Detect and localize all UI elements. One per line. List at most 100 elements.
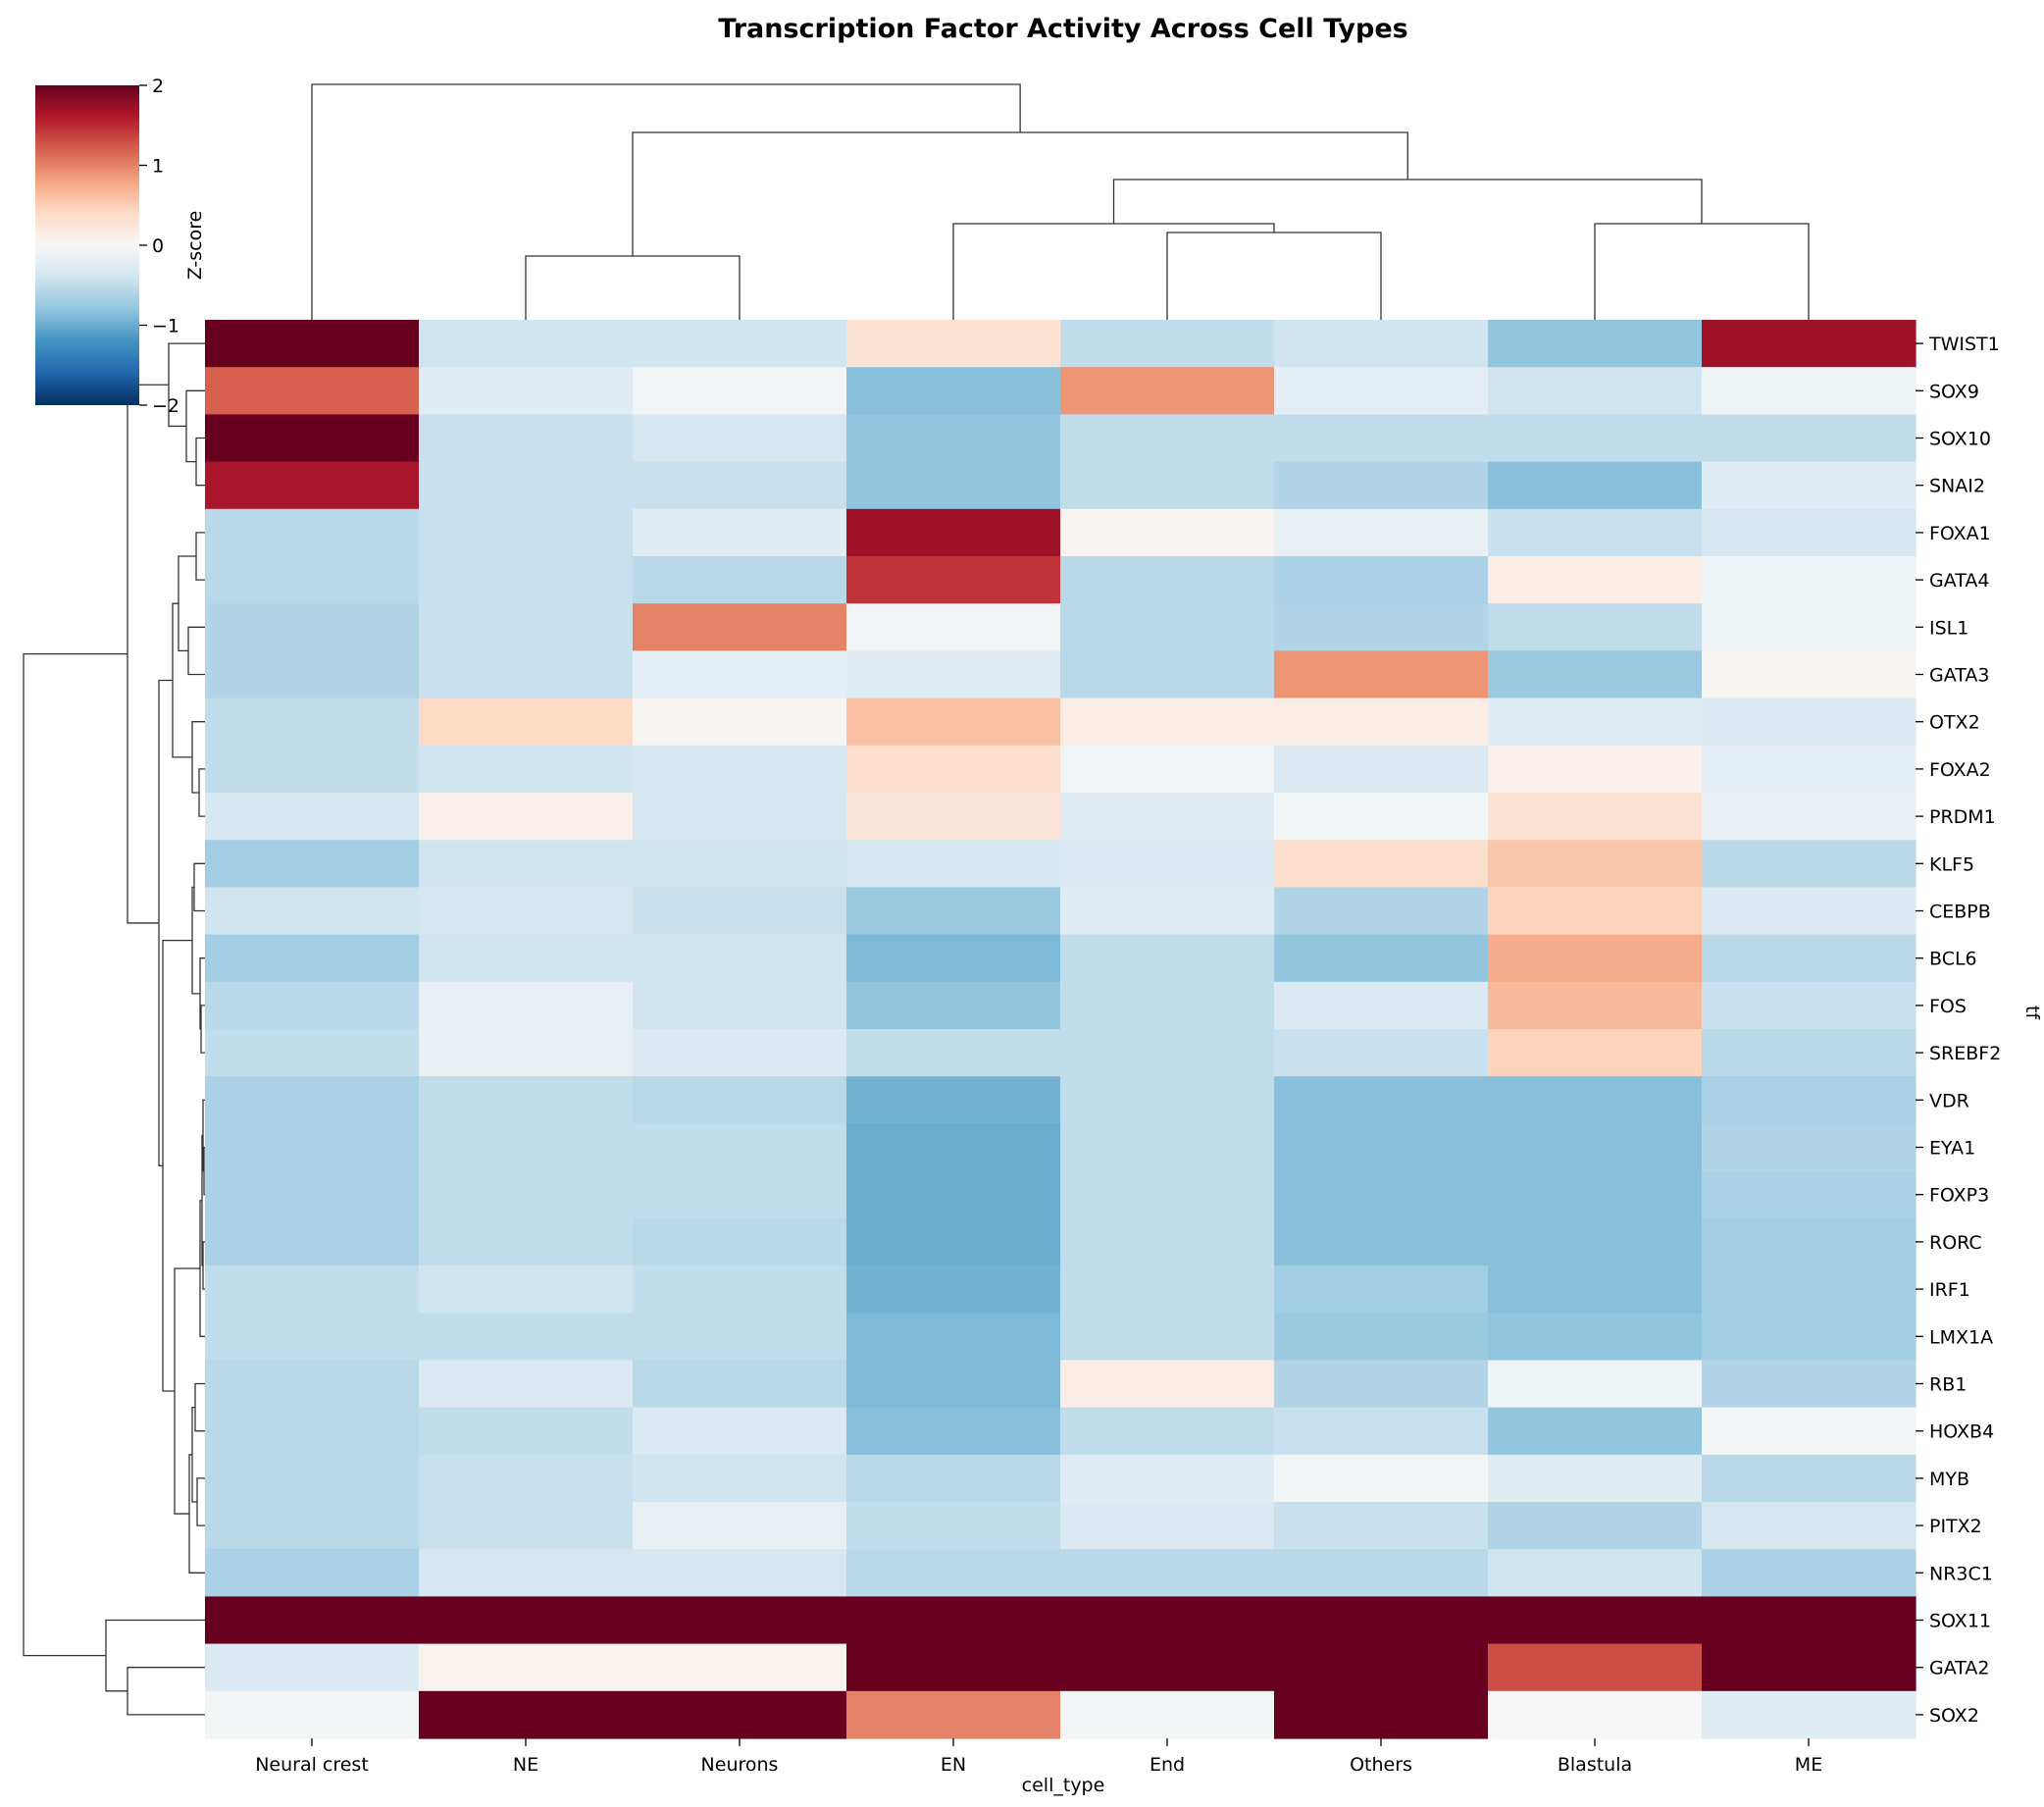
heatmap-cell bbox=[633, 461, 847, 510]
heatmap-cell bbox=[633, 1217, 847, 1266]
heatmap-cell bbox=[1274, 697, 1489, 747]
heatmap-cell bbox=[633, 934, 847, 983]
heatmap-cell bbox=[205, 840, 420, 888]
heatmap-cell bbox=[1488, 650, 1703, 699]
colorbar-tick-label: 2 bbox=[152, 76, 164, 97]
dendrogram-branch bbox=[194, 1382, 205, 1432]
column-label: Others bbox=[1350, 1754, 1412, 1776]
heatmap-cell bbox=[419, 508, 634, 557]
row-label: FOXA1 bbox=[1929, 523, 1991, 544]
row-label: PITX2 bbox=[1929, 1516, 1982, 1537]
heatmap-cell bbox=[1702, 981, 1916, 1030]
heatmap-cell bbox=[846, 697, 1061, 747]
heatmap-cell bbox=[1488, 461, 1703, 510]
heatmap-cell bbox=[846, 887, 1061, 936]
heatmap-cell bbox=[1060, 508, 1275, 557]
colorbar-ticks: 2 1 0 −1 −2 bbox=[139, 76, 179, 417]
colorbar: 2 1 0 −1 −2 Z-score bbox=[35, 76, 206, 417]
heatmap-cell bbox=[1702, 1170, 1916, 1219]
row-label: HOXB4 bbox=[1929, 1421, 1994, 1443]
heatmap-cell bbox=[633, 1690, 847, 1739]
heatmap-cell bbox=[419, 793, 634, 841]
row-label: PRDM1 bbox=[1929, 806, 1996, 828]
heatmap-cell bbox=[1274, 1265, 1489, 1314]
heatmap-cell bbox=[633, 840, 847, 888]
heatmap-cell bbox=[419, 1596, 634, 1645]
heatmap-cell bbox=[1060, 1360, 1275, 1409]
heatmap-cell bbox=[633, 1407, 847, 1456]
row-label: KLF5 bbox=[1929, 853, 1974, 875]
heatmap-cell bbox=[1274, 414, 1489, 463]
heatmap-cell bbox=[1702, 887, 1916, 936]
heatmap-cell bbox=[633, 697, 847, 747]
heatmap-cell bbox=[205, 981, 420, 1030]
row-label: FOXA2 bbox=[1929, 759, 1991, 781]
heatmap-cell bbox=[1060, 603, 1275, 651]
dendrogram-branch bbox=[178, 555, 196, 652]
heatmap-cell bbox=[1274, 461, 1489, 510]
x-axis-label: cell_type bbox=[1022, 1775, 1105, 1796]
dendrogram-branch bbox=[525, 255, 741, 320]
heatmap-cell bbox=[419, 603, 634, 651]
heatmap-cell bbox=[1702, 414, 1916, 463]
dendrogram-branch bbox=[632, 131, 1408, 256]
heatmap-cell bbox=[1488, 320, 1703, 368]
heatmap-cell bbox=[419, 320, 634, 368]
heatmap-cell bbox=[1702, 603, 1916, 651]
column-labels: Neural crest NE Neurons EN End Others Blastula… bbox=[255, 1738, 1822, 1776]
heatmap-cell bbox=[1702, 650, 1916, 699]
dendrogram-branch bbox=[1594, 223, 1810, 320]
heatmap-cell bbox=[1488, 934, 1703, 983]
heatmap-cell bbox=[1702, 934, 1916, 983]
heatmap-cell bbox=[846, 1265, 1061, 1314]
heatmap-cell bbox=[1274, 556, 1489, 604]
column-label: NE bbox=[513, 1754, 538, 1776]
heatmap-cell bbox=[419, 1123, 634, 1172]
heatmap-cell bbox=[205, 745, 420, 794]
heatmap-cell bbox=[1488, 367, 1703, 415]
row-label: TWIST1 bbox=[1928, 334, 2000, 355]
heatmap-cells bbox=[205, 320, 1916, 1739]
heatmap-cell bbox=[1274, 1454, 1489, 1503]
heatmap-cell bbox=[1060, 1549, 1275, 1597]
heatmap-cell bbox=[633, 556, 847, 604]
heatmap-cell bbox=[205, 1643, 420, 1692]
heatmap-cell bbox=[1060, 1076, 1275, 1124]
heatmap-cell bbox=[633, 1643, 847, 1692]
row-label: VDR bbox=[1929, 1090, 1969, 1111]
heatmap-cell bbox=[1274, 934, 1489, 983]
heatmap-cell bbox=[1274, 1029, 1489, 1077]
heatmap-cell bbox=[633, 367, 847, 415]
dendrogram-branch bbox=[196, 1477, 205, 1526]
heatmap-cell bbox=[1702, 367, 1916, 415]
heatmap-cell bbox=[633, 887, 847, 936]
heatmap-cell bbox=[1702, 1596, 1916, 1645]
heatmap-cell bbox=[205, 1313, 420, 1361]
row-label: GATA3 bbox=[1929, 665, 1989, 687]
heatmap-cell bbox=[1274, 1076, 1489, 1124]
heatmap-cell bbox=[1488, 1690, 1703, 1739]
heatmap-cell bbox=[846, 414, 1061, 463]
heatmap-cell bbox=[1488, 1407, 1703, 1456]
heatmap-cell bbox=[419, 367, 634, 415]
row-dendrogram bbox=[23, 342, 205, 1716]
heatmap-cell bbox=[633, 1123, 847, 1172]
row-label: LMX1A bbox=[1929, 1326, 1993, 1348]
heatmap-cell bbox=[1488, 1502, 1703, 1550]
heatmap-cell bbox=[1060, 1643, 1275, 1692]
heatmap-cell bbox=[205, 934, 420, 983]
heatmap-cell bbox=[1702, 1502, 1916, 1550]
heatmap-cell bbox=[419, 650, 634, 699]
heatmap-cell bbox=[419, 461, 634, 510]
heatmap-cell bbox=[205, 320, 420, 368]
heatmap-cell bbox=[1274, 1170, 1489, 1219]
heatmap-cell bbox=[205, 461, 420, 510]
heatmap-cell bbox=[1702, 1454, 1916, 1503]
heatmap-cell bbox=[1060, 367, 1275, 415]
heatmap-cell bbox=[1274, 1549, 1489, 1597]
dendrogram-branch bbox=[202, 1241, 205, 1290]
heatmap-cell bbox=[419, 745, 634, 794]
heatmap-cell bbox=[1702, 697, 1916, 747]
heatmap-cell bbox=[1274, 1360, 1489, 1409]
row-label: GATA2 bbox=[1929, 1658, 1989, 1679]
